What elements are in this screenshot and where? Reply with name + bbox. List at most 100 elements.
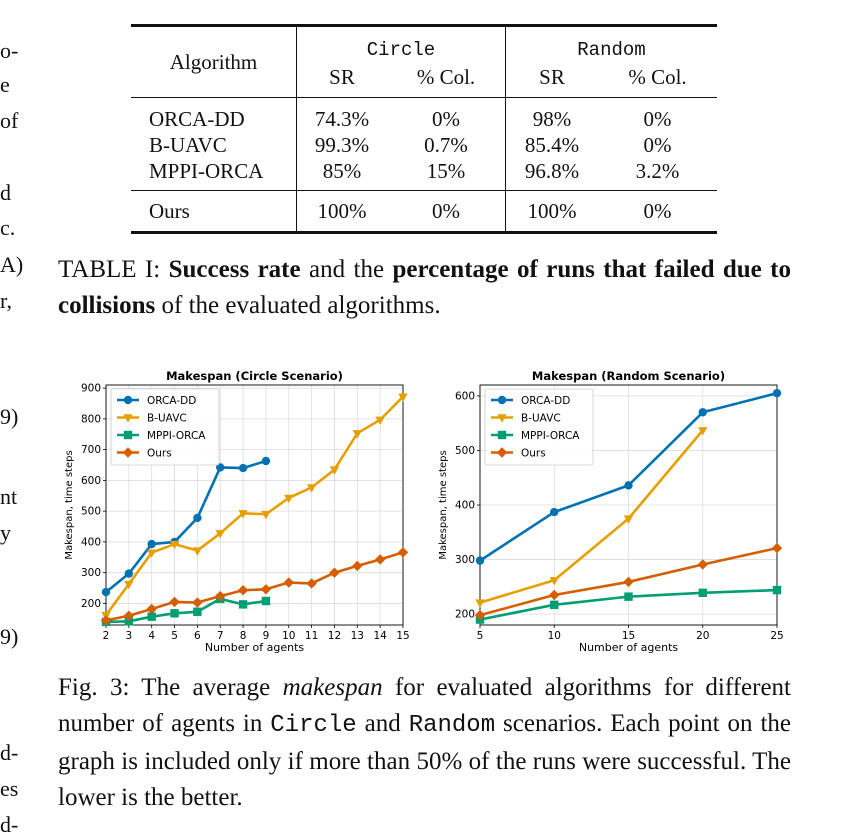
data-point	[352, 560, 363, 572]
data-point	[306, 484, 317, 493]
table-row: MPPI-ORCA 85% 15% 96.8% 3.2%	[131, 158, 717, 191]
caption-text: and	[356, 710, 409, 737]
legend-label: ORCA-DD	[521, 395, 570, 407]
table-caption: TABLE I: Success rate and the percentage…	[58, 252, 791, 324]
data-point	[216, 463, 225, 472]
y-axis-label: Makespan, time steps	[64, 450, 75, 559]
data-point	[374, 554, 386, 565]
data-point	[550, 507, 559, 517]
data-point	[124, 569, 134, 578]
data-point	[698, 588, 707, 598]
left-fragment: es	[0, 776, 19, 801]
data-point	[124, 580, 134, 590]
data-point	[497, 395, 507, 405]
y-tick-label: 700	[81, 444, 101, 456]
series-line	[479, 429, 704, 604]
data-point	[261, 511, 271, 520]
x-tick-label: 10	[548, 630, 561, 642]
cell: 100%	[505, 190, 598, 233]
x-tick-label: 8	[240, 630, 247, 642]
y-tick-label: 300	[455, 554, 475, 566]
x-axis-label: Number of agents	[205, 641, 305, 654]
caption-text: scenarios. Each point on the graph is in…	[58, 710, 791, 811]
data-point	[170, 609, 179, 618]
x-tick-label: 7	[217, 630, 224, 642]
left-fragment: 9)	[0, 624, 19, 649]
data-point	[283, 577, 294, 588]
row-name: ORCA-DD	[149, 107, 245, 131]
left-fragment: y	[0, 520, 11, 545]
circle-makespan-chart: Makespan (Circle Scenario) 2 3 4 5 6 7 8 9 10 11 12…	[64, 369, 410, 654]
y-tick-label: 800	[81, 413, 101, 425]
data-point	[474, 609, 486, 621]
chart-title: Makespan (Circle Scenario)	[166, 369, 343, 383]
data-point	[623, 515, 634, 524]
data-point	[193, 513, 202, 523]
random-sr-header: SR	[505, 65, 598, 98]
x-tick-label: 11	[305, 630, 318, 642]
caption-bold: percentage of runs that failed due to co…	[58, 256, 792, 319]
data-point	[496, 447, 508, 458]
legend-label: MPPI-ORCA	[147, 430, 206, 442]
legend-box	[484, 388, 594, 466]
figure-caption: Fig. 3: The average makespan for evaluat…	[58, 670, 791, 816]
x-tick-label: 15	[622, 630, 635, 642]
y-tick-label: 400	[81, 536, 101, 548]
x-tick-label: 10	[282, 630, 295, 642]
legend-label: Ours	[147, 448, 172, 460]
x-tick-label: 5	[477, 630, 484, 642]
data-point	[624, 592, 633, 601]
data-point	[238, 463, 248, 473]
x-tick-label: 25	[770, 630, 783, 642]
data-point	[398, 393, 408, 402]
legend-label: B-UAVC	[147, 413, 187, 425]
data-point	[623, 576, 634, 588]
data-point	[698, 408, 707, 417]
cell: 100%	[296, 190, 387, 233]
data-point	[123, 414, 133, 423]
caption-mono: Circle	[270, 712, 357, 739]
data-point	[123, 395, 133, 405]
row-name: Ours	[149, 198, 190, 223]
y-tick-label: 400	[455, 500, 475, 512]
legend-label: ORCA-DD	[147, 395, 196, 407]
legend-label: Ours	[521, 448, 546, 460]
data-point	[169, 540, 180, 550]
x-tick-label: 3	[126, 630, 133, 642]
x-axis-label: Number of agents	[579, 641, 679, 654]
y-tick-label: 600	[81, 475, 101, 487]
data-point	[193, 607, 202, 616]
left-fragment: e	[0, 72, 10, 97]
caption-bold: Success rate	[168, 256, 301, 283]
data-point	[192, 597, 203, 608]
x-tick-label: 4	[148, 630, 155, 642]
table-row: B-UAVC 99.3% 0.7% 85.4% 0%	[131, 132, 717, 158]
legend-label: B-UAVC	[521, 413, 561, 425]
series-line	[104, 395, 404, 616]
data-point	[124, 617, 134, 626]
caption-mono: Random	[408, 712, 496, 739]
data-point	[147, 612, 156, 621]
data-point	[237, 585, 249, 596]
data-point	[101, 587, 111, 597]
data-point	[261, 456, 271, 466]
cell: 85%	[296, 158, 387, 191]
data-point	[215, 530, 225, 539]
data-point	[497, 430, 507, 440]
data-point	[624, 481, 633, 490]
data-point	[497, 414, 507, 423]
data-point	[169, 596, 180, 608]
cell: 15%	[426, 158, 466, 183]
data-point	[123, 430, 133, 440]
x-tick-label: 9	[263, 630, 270, 642]
data-point	[475, 599, 485, 608]
data-point	[329, 567, 340, 578]
data-point	[475, 556, 485, 565]
cell: 0%	[643, 198, 672, 223]
caption-text: of the evaluated algorithms.	[155, 292, 441, 319]
left-fragment: nt	[0, 484, 18, 509]
random-makespan-chart: Makespan (Random Scenario) 5 10 15 20 25 200 30…	[438, 369, 784, 654]
plot-frame	[105, 384, 404, 626]
circle-col-header: % Col.	[416, 65, 476, 89]
y-tick-label: 500	[81, 506, 101, 518]
